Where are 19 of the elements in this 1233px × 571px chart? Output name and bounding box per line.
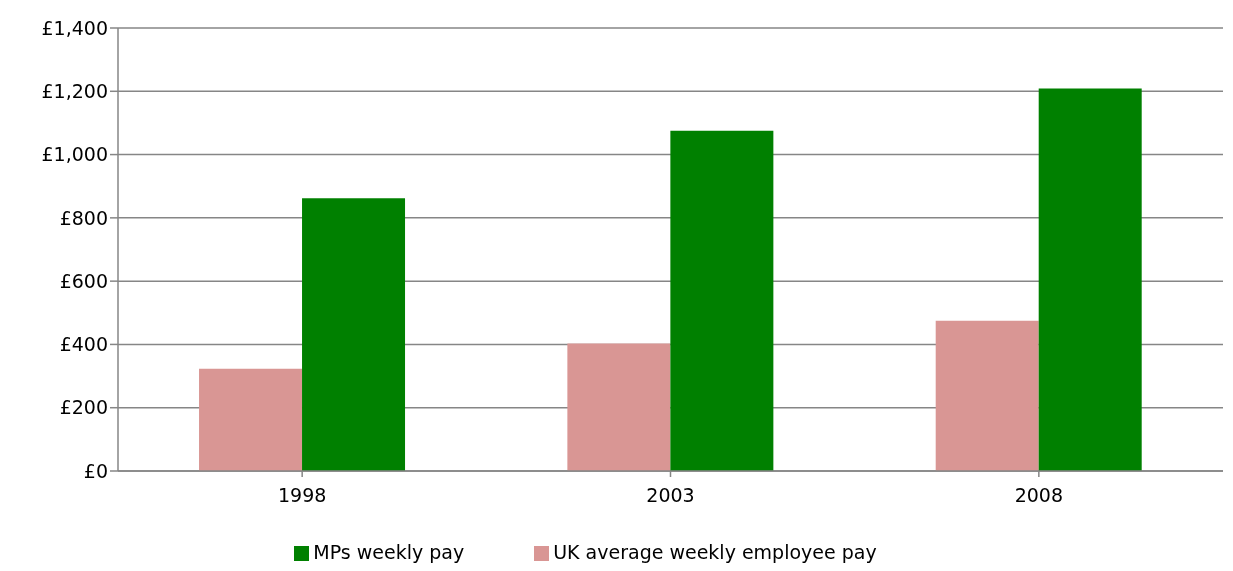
bar [670,130,774,471]
y-tick-label: £400 [59,333,108,356]
legend-label: MPs weekly pay [313,541,465,563]
bar [567,343,671,471]
x-tick-label: 2008 [1014,484,1064,507]
y-tick-label: £1,200 [41,80,108,103]
y-tick-label: £600 [59,269,108,292]
y-tick-label: £1,000 [41,143,108,166]
bar [302,198,406,471]
legend-label: UK average weekly employee pay [553,541,877,563]
y-tick-label: £800 [59,206,108,229]
bar [935,320,1039,471]
bar [199,368,303,471]
y-tick-label: £1,400 [41,16,108,39]
y-tick-label: £0 [83,459,108,482]
x-tick-label: 1998 [277,484,327,507]
y-tick-label: £200 [59,396,108,419]
x-tick-label: 2003 [646,484,695,507]
bar [1038,88,1142,471]
